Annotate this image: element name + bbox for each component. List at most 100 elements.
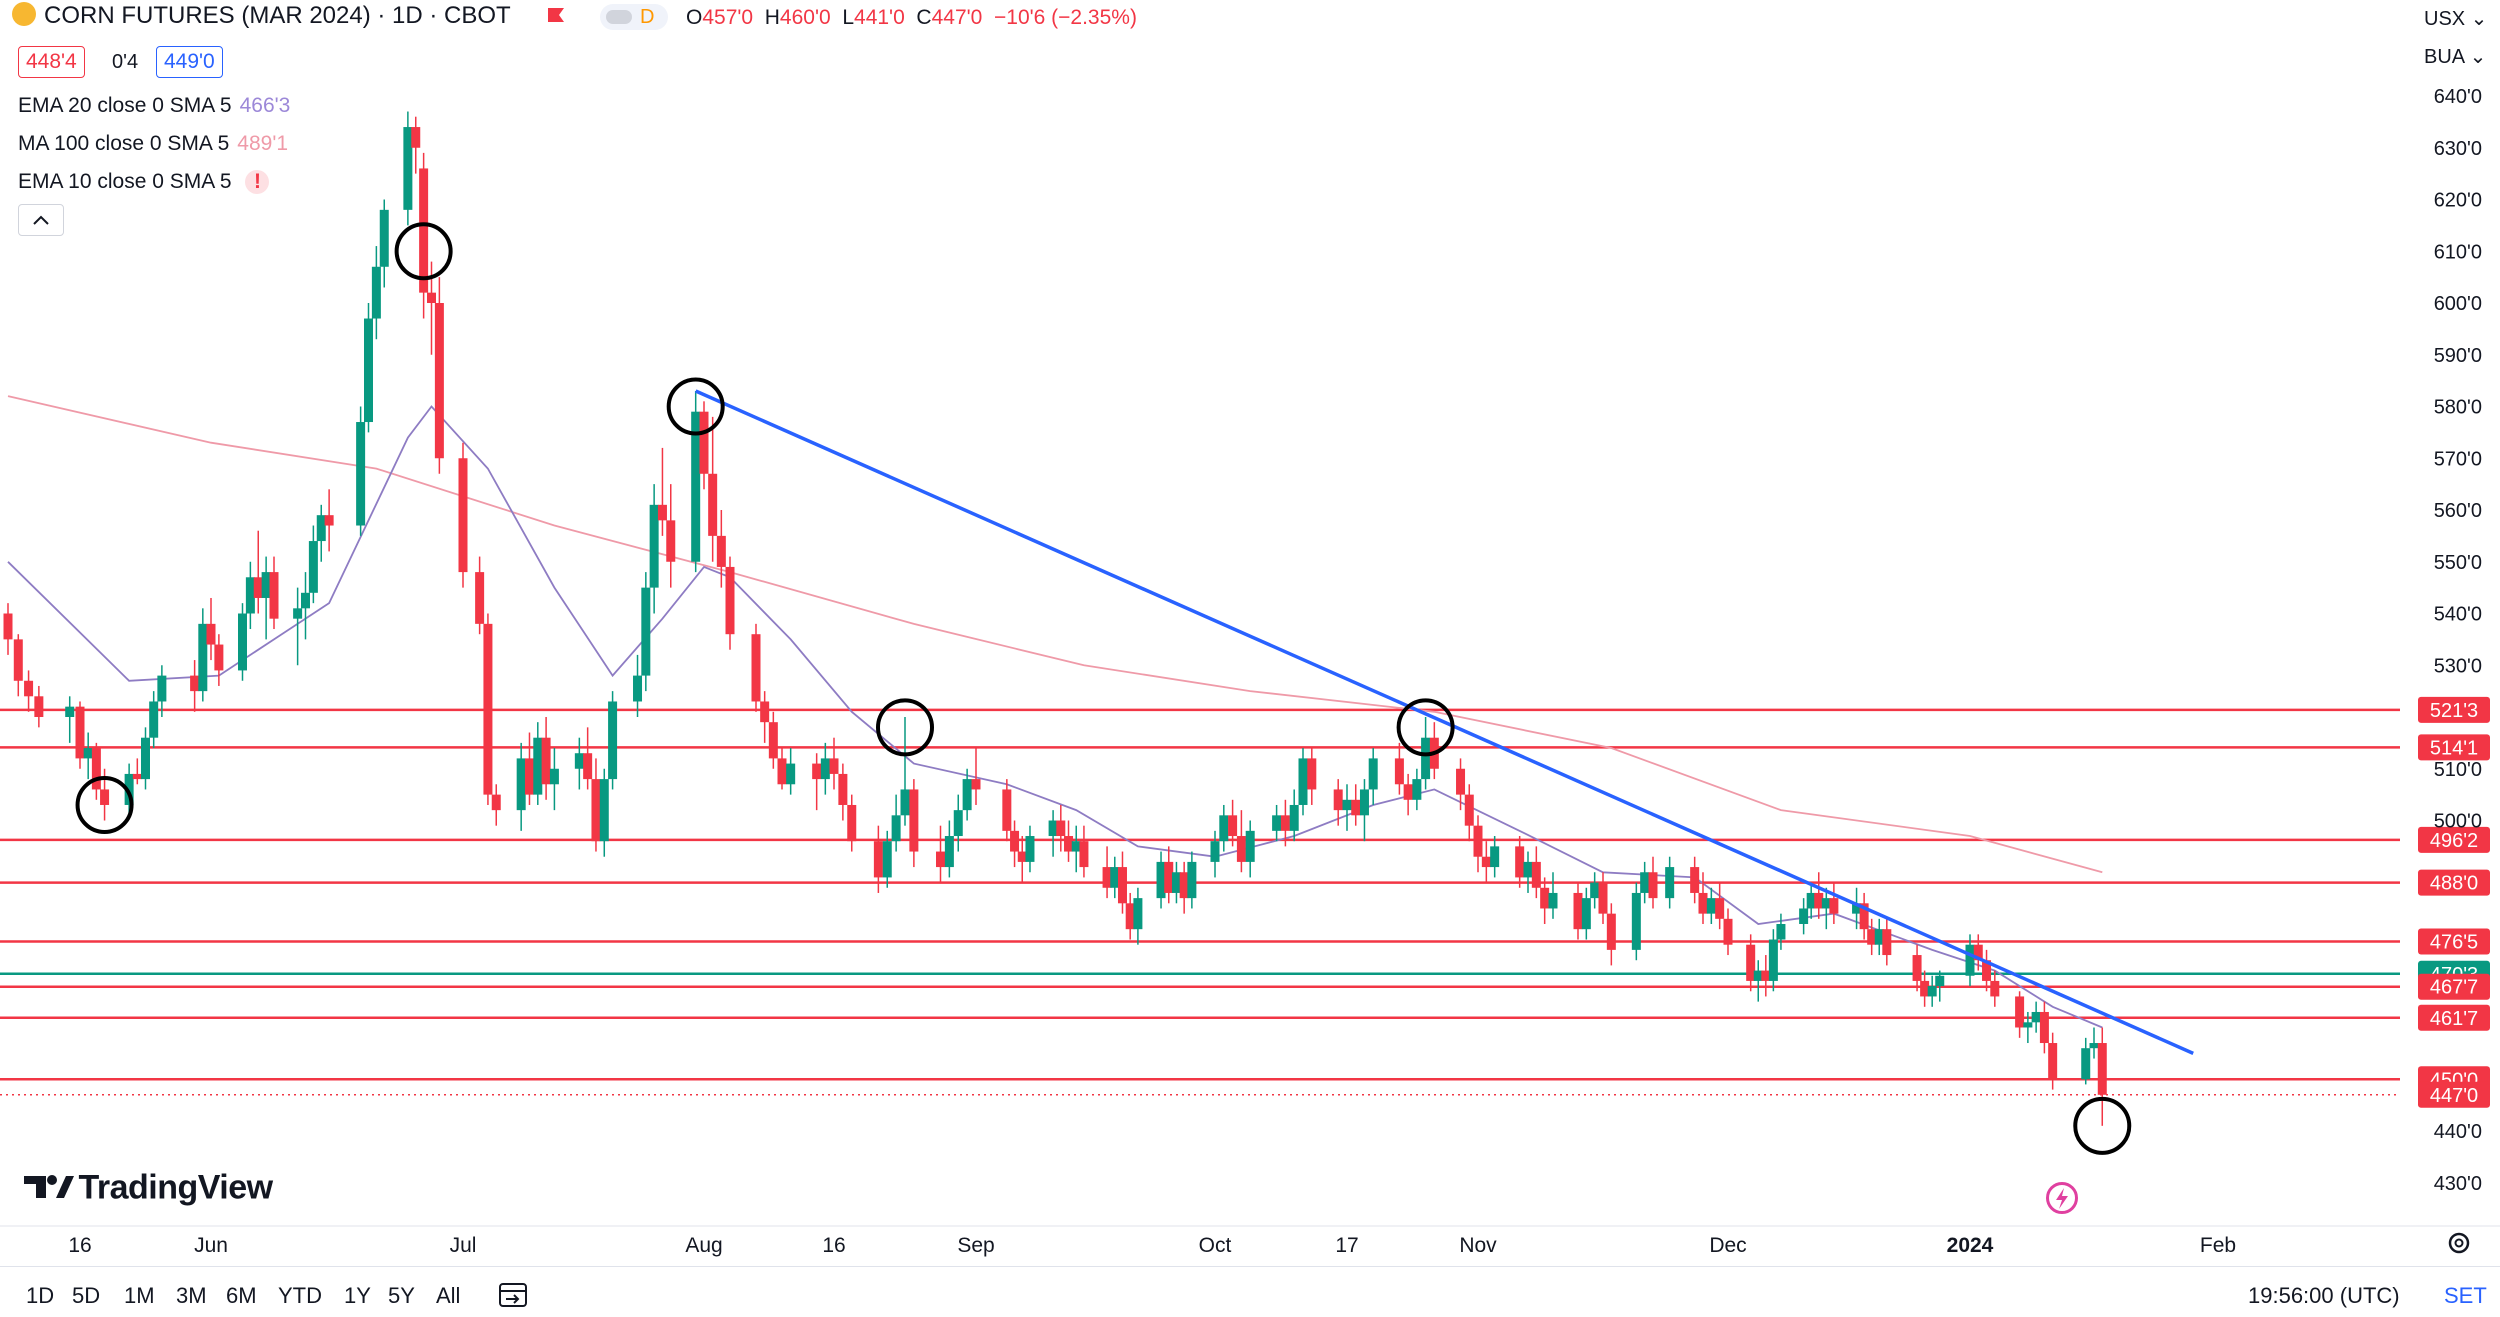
candle-11 bbox=[141, 727, 150, 790]
candle-72 bbox=[882, 830, 892, 888]
candle-102 bbox=[1228, 799, 1238, 847]
candle-body bbox=[1171, 872, 1181, 893]
candle-48 bbox=[591, 758, 601, 852]
candle-body bbox=[206, 623, 216, 645]
candle-104 bbox=[1245, 820, 1255, 878]
gear-icon[interactable] bbox=[2444, 1228, 2474, 1258]
candle-171 bbox=[2048, 1032, 2058, 1090]
candle-86 bbox=[1056, 804, 1066, 852]
candle-body bbox=[1874, 929, 1884, 945]
candle-147 bbox=[1768, 929, 1778, 992]
candle-127 bbox=[1531, 846, 1541, 899]
level-label-text: 476'5 bbox=[2430, 931, 2478, 953]
candle-body bbox=[812, 763, 822, 780]
candle-38 bbox=[475, 556, 485, 635]
candle-42 bbox=[524, 732, 534, 805]
unit-select[interactable]: BUA ⌄ bbox=[2424, 46, 2487, 68]
symbol-title[interactable]: CORN FUTURES (MAR 2024) · 1D · CBOT bbox=[44, 2, 511, 29]
candle-body bbox=[591, 779, 601, 842]
timeframe-6m[interactable]: 6M bbox=[226, 1283, 257, 1308]
price-tick-0: 640'0 bbox=[2434, 86, 2482, 108]
candle-body bbox=[403, 127, 413, 210]
timeframe-ytd[interactable]: YTD bbox=[278, 1283, 322, 1308]
clock-display[interactable]: 19:56:00 (UTC) bbox=[2248, 1283, 2400, 1308]
level-label-text: 467'7 bbox=[2430, 977, 2478, 999]
candle-body bbox=[1117, 867, 1127, 904]
candle-144 bbox=[1746, 934, 1756, 992]
candle-166 bbox=[1990, 970, 2000, 1007]
timeframe-1d[interactable]: 1D bbox=[26, 1283, 55, 1308]
session-button[interactable]: SET bbox=[2444, 1283, 2487, 1308]
level-label-9: 447'0 bbox=[2418, 1081, 2490, 1108]
candle-body bbox=[641, 587, 651, 676]
candle-body bbox=[1690, 867, 1700, 893]
date-range-icon[interactable] bbox=[496, 1279, 532, 1311]
candle-158 bbox=[1882, 918, 1892, 966]
candle-body bbox=[1531, 861, 1541, 888]
candle-body bbox=[1990, 980, 2000, 997]
bid-price[interactable]: 448'4 bbox=[18, 46, 85, 78]
ask-price[interactable]: 449'0 bbox=[156, 46, 223, 78]
symbol-logo-icon[interactable] bbox=[12, 2, 36, 26]
candle-12 bbox=[149, 691, 159, 749]
candle-body bbox=[1333, 789, 1343, 811]
candle-66 bbox=[812, 753, 822, 811]
candle-body bbox=[2081, 1048, 2091, 1080]
candle-body bbox=[649, 504, 659, 588]
ema20-line bbox=[7, 405, 2103, 1029]
candle-3 bbox=[34, 685, 44, 728]
candle-body bbox=[820, 758, 830, 780]
candle-body bbox=[666, 520, 676, 562]
candle-body bbox=[75, 706, 85, 759]
indicator-ema10[interactable]: EMA 10 close 0 SMA 5 ! bbox=[18, 170, 270, 194]
candle-body bbox=[699, 411, 709, 474]
candle-body bbox=[1548, 892, 1558, 909]
candle-14 bbox=[190, 660, 200, 712]
candle-84 bbox=[1025, 825, 1035, 873]
price-tick-7: 570'0 bbox=[2434, 448, 2482, 470]
candle-body bbox=[1298, 758, 1308, 805]
candle-70 bbox=[847, 794, 857, 852]
candle-body bbox=[541, 737, 551, 785]
candle-1 bbox=[13, 634, 23, 697]
candle-body bbox=[1698, 892, 1708, 914]
lightning-icon[interactable] bbox=[2046, 1182, 2078, 1214]
candle-body bbox=[269, 572, 279, 619]
price-tick-11: 530'0 bbox=[2434, 655, 2482, 677]
candle-7 bbox=[91, 742, 101, 800]
candle-body bbox=[1640, 872, 1650, 893]
timeframe-1m[interactable]: 1M bbox=[124, 1283, 155, 1308]
timeframe-5y[interactable]: 5Y bbox=[388, 1283, 415, 1308]
level-label-6: 467'7 bbox=[2418, 973, 2490, 1000]
timeframe-3m[interactable]: 3M bbox=[176, 1283, 207, 1308]
candle-body bbox=[301, 592, 310, 609]
date-tick-5: Sep bbox=[957, 1234, 994, 1257]
tradingview-logo[interactable]: TradingView bbox=[22, 1168, 273, 1208]
level-label-text: 521'3 bbox=[2430, 700, 2478, 722]
level-label-0: 521'3 bbox=[2418, 696, 2490, 723]
candle-body bbox=[971, 779, 981, 790]
candle-body bbox=[1017, 851, 1027, 862]
toggle-track bbox=[606, 10, 632, 24]
candle-13 bbox=[157, 665, 167, 717]
candle-body bbox=[1829, 898, 1839, 914]
candle-body bbox=[1882, 929, 1892, 956]
indicator-ma100[interactable]: MA 100 close 0 SMA 5 489'1 bbox=[18, 132, 289, 155]
timeframe-1y[interactable]: 1Y bbox=[344, 1283, 371, 1308]
flag-icon[interactable] bbox=[546, 6, 566, 24]
timeframe-all[interactable]: All bbox=[436, 1283, 461, 1308]
candle-body bbox=[2048, 1043, 2058, 1080]
level-label-bg bbox=[2418, 826, 2490, 853]
indicator-ema20[interactable]: EMA 20 close 0 SMA 5 466'3 bbox=[18, 94, 291, 117]
candle-135 bbox=[1631, 882, 1641, 961]
timeframe-5d[interactable]: 5D bbox=[72, 1283, 101, 1308]
candle-173 bbox=[2089, 1027, 2099, 1059]
candle-37 bbox=[458, 442, 468, 588]
candle-body bbox=[944, 836, 954, 868]
collapse-legend-button[interactable] bbox=[18, 204, 64, 236]
candle-97 bbox=[1171, 861, 1181, 904]
currency-select[interactable]: USX ⌄ bbox=[2424, 8, 2488, 30]
candle-60 bbox=[725, 556, 735, 650]
candle-body bbox=[1761, 970, 1771, 981]
